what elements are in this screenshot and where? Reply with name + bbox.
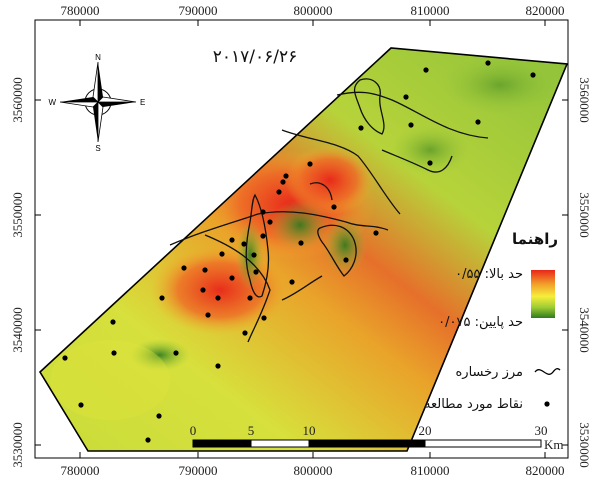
x-tick-label: 820000 xyxy=(526,3,565,18)
x-tick-label: 800000 xyxy=(294,3,333,18)
scale-tick-label: 0 xyxy=(190,423,197,438)
legend-high-label: حد بالا: ۰/۵۵ xyxy=(455,267,523,282)
y-tick-label: 3560000 xyxy=(577,77,592,123)
legend-boundary-symbol xyxy=(534,368,561,375)
x-tick-label: 800000 xyxy=(294,463,333,478)
y-tick-label: 3530000 xyxy=(10,422,25,468)
north-arrow: N S E W xyxy=(48,53,145,153)
legend-points-label: نقاط مورد مطالعه xyxy=(424,397,523,412)
legend-boundary-label: مرز رخساره xyxy=(455,365,523,380)
east-label: E xyxy=(140,98,145,107)
scale-tick-label: 20 xyxy=(419,423,432,438)
legend-title: راهنما xyxy=(512,230,558,248)
scale-bar: 0 5 10 20 30 Km xyxy=(190,423,564,452)
x-tick-label: 810000 xyxy=(411,463,450,478)
facies-boundaries xyxy=(169,78,489,343)
map-date-title: ۲۰۱۷/۰۶/۲۶ xyxy=(213,47,298,67)
legend: راهنما حد بالا: ۰/۵۵ حد پایین: ۰/۰۷۵ مرز… xyxy=(424,230,561,412)
legend-color-ramp xyxy=(531,270,555,318)
y-axis-left-labels: 3560000 3550000 3540000 3530000 xyxy=(10,77,25,468)
y-tick-label: 3540000 xyxy=(577,307,592,353)
x-tick-label: 780000 xyxy=(61,3,100,18)
scale-tick-label: 5 xyxy=(248,423,255,438)
x-axis-bottom-labels: 780000 790000 800000 810000 820000 xyxy=(61,463,565,478)
x-tick-label: 820000 xyxy=(526,463,565,478)
frame-ticks xyxy=(35,20,568,458)
x-tick-label: 780000 xyxy=(61,463,100,478)
x-tick-label: 790000 xyxy=(179,463,218,478)
x-tick-label: 790000 xyxy=(179,3,218,18)
west-label: W xyxy=(48,98,56,107)
scale-tick-label: 10 xyxy=(303,423,316,438)
south-label: S xyxy=(95,144,100,153)
legend-point-symbol xyxy=(544,401,550,407)
y-tick-label: 3530000 xyxy=(577,422,592,468)
raster-swath xyxy=(38,47,569,452)
x-axis-top-labels: 780000 790000 800000 810000 820000 xyxy=(61,3,565,18)
scale-unit-label: Km xyxy=(544,437,564,452)
y-tick-label: 3550000 xyxy=(577,192,592,238)
study-points xyxy=(62,60,536,443)
y-tick-label: 3550000 xyxy=(10,192,25,238)
x-tick-label: 810000 xyxy=(411,3,450,18)
north-label: N xyxy=(95,53,101,62)
y-axis-right-labels: 3560000 3550000 3540000 3530000 xyxy=(577,77,592,468)
legend-low-label: حد پایین: ۰/۰۷۵ xyxy=(438,315,523,330)
scale-tick-label: 30 xyxy=(535,423,548,438)
y-tick-label: 3540000 xyxy=(10,307,25,353)
y-tick-label: 3560000 xyxy=(10,77,25,123)
